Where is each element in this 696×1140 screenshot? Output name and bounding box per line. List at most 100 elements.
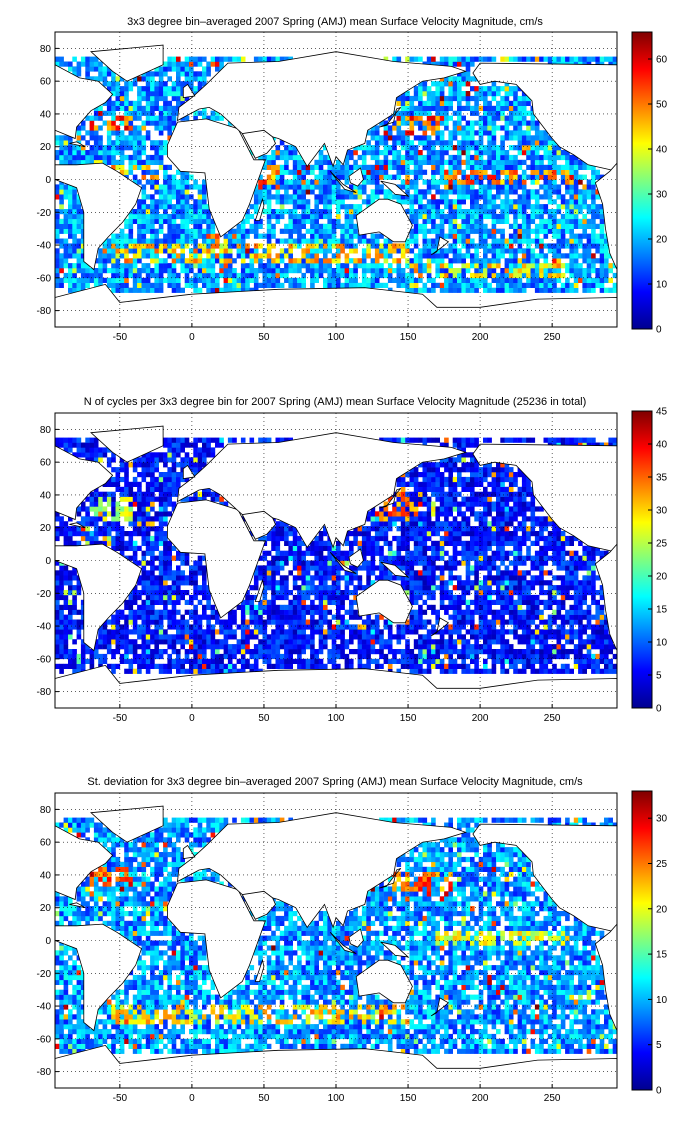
bin-cell (297, 218, 302, 224)
bin-cell (418, 125, 423, 131)
bin-cell (55, 135, 60, 141)
bin-cell (370, 174, 376, 180)
bin-cell (448, 277, 453, 283)
bin-cell (491, 125, 497, 131)
bin-cell (517, 150, 523, 156)
bin-cell (223, 253, 229, 259)
bin-cell (137, 76, 142, 82)
bin-cell (314, 263, 319, 269)
bin-cell (93, 150, 99, 156)
bin-cell (422, 263, 428, 269)
bin-cell (288, 639, 293, 645)
bin-cell (418, 609, 423, 615)
bin-cell (526, 100, 531, 106)
bin-cell (431, 145, 436, 151)
bin-cell (327, 169, 332, 175)
bin-cell (141, 164, 147, 170)
bin-cell (565, 634, 570, 640)
bin-cell (163, 194, 168, 200)
bin-cell (513, 154, 518, 161)
bin-cell (444, 663, 449, 669)
bin-cell (573, 248, 579, 254)
bin-cell (189, 238, 194, 244)
bin-cell (595, 56, 600, 62)
bin-cell (154, 614, 159, 620)
bin-cell (543, 649, 549, 655)
bin-cell (426, 145, 432, 151)
bin-cell (59, 282, 64, 288)
bin-cell (491, 287, 497, 293)
bin-cell (215, 61, 220, 67)
bin-cell (245, 624, 250, 630)
bin-cell (137, 272, 142, 279)
bin-cell (383, 189, 389, 195)
bin-cell (569, 243, 574, 249)
bin-cell (539, 213, 544, 220)
bin-cell (508, 184, 514, 190)
bin-cell (145, 81, 151, 87)
bin-cell (513, 629, 518, 635)
bin-cell (215, 653, 220, 660)
bin-cell (496, 253, 501, 259)
bin-cell (595, 634, 600, 640)
bin-cell (349, 629, 354, 635)
bin-cell (115, 140, 121, 146)
bin-cell (262, 263, 268, 269)
bin-cell (314, 653, 319, 660)
bin-cell (176, 277, 181, 283)
bin-cell (379, 140, 384, 146)
bin-cell (310, 629, 315, 635)
bin-cell (500, 287, 505, 293)
bin-cell (426, 189, 432, 195)
bin-cell (318, 619, 324, 625)
bin-cell (452, 91, 458, 97)
bin-cell (457, 179, 462, 185)
bin-cell (176, 199, 181, 205)
bin-cell (154, 649, 159, 655)
bin-cell (158, 159, 164, 165)
bin-cell (240, 609, 246, 615)
bin-cell (245, 218, 250, 224)
bin-cell (470, 110, 475, 116)
bin-cell (513, 653, 518, 660)
bin-cell (314, 253, 319, 259)
bin-cell (521, 189, 527, 195)
bin-cell (547, 169, 553, 175)
bin-cell (253, 184, 259, 190)
bin-cell (405, 130, 410, 136)
bin-cell (59, 189, 64, 195)
bin-cell (357, 663, 363, 669)
bin-cell (258, 649, 263, 655)
bin-cell (327, 258, 332, 264)
bin-cell (167, 189, 172, 195)
bin-cell (253, 233, 259, 239)
bin-cell (145, 609, 151, 615)
bin-cell (176, 663, 181, 669)
bin-cell (457, 639, 462, 645)
bin-cell (266, 209, 272, 215)
bin-cell (448, 604, 453, 610)
bin-cell (500, 218, 505, 224)
bin-cell (55, 629, 60, 635)
bin-cell (392, 159, 397, 165)
bin-cell (340, 624, 345, 630)
bin-cell (578, 253, 583, 259)
bin-cell (595, 619, 600, 625)
bin-cell (457, 115, 462, 121)
bin-cell (543, 287, 549, 293)
bin-cell (63, 135, 69, 141)
bin-cell (150, 179, 155, 185)
bin-cell (158, 189, 164, 195)
bin-cell (336, 179, 341, 185)
bin-cell (465, 140, 471, 146)
bin-cell (284, 223, 289, 229)
bin-cell (448, 164, 453, 170)
bin-cell (327, 189, 332, 195)
bin-cell (184, 233, 190, 239)
bin-cell (193, 228, 198, 234)
bin-cell (483, 604, 488, 610)
bin-cell (111, 634, 116, 640)
bin-cell (379, 150, 384, 156)
bin-cell (227, 658, 233, 664)
bin-cell (132, 100, 138, 106)
